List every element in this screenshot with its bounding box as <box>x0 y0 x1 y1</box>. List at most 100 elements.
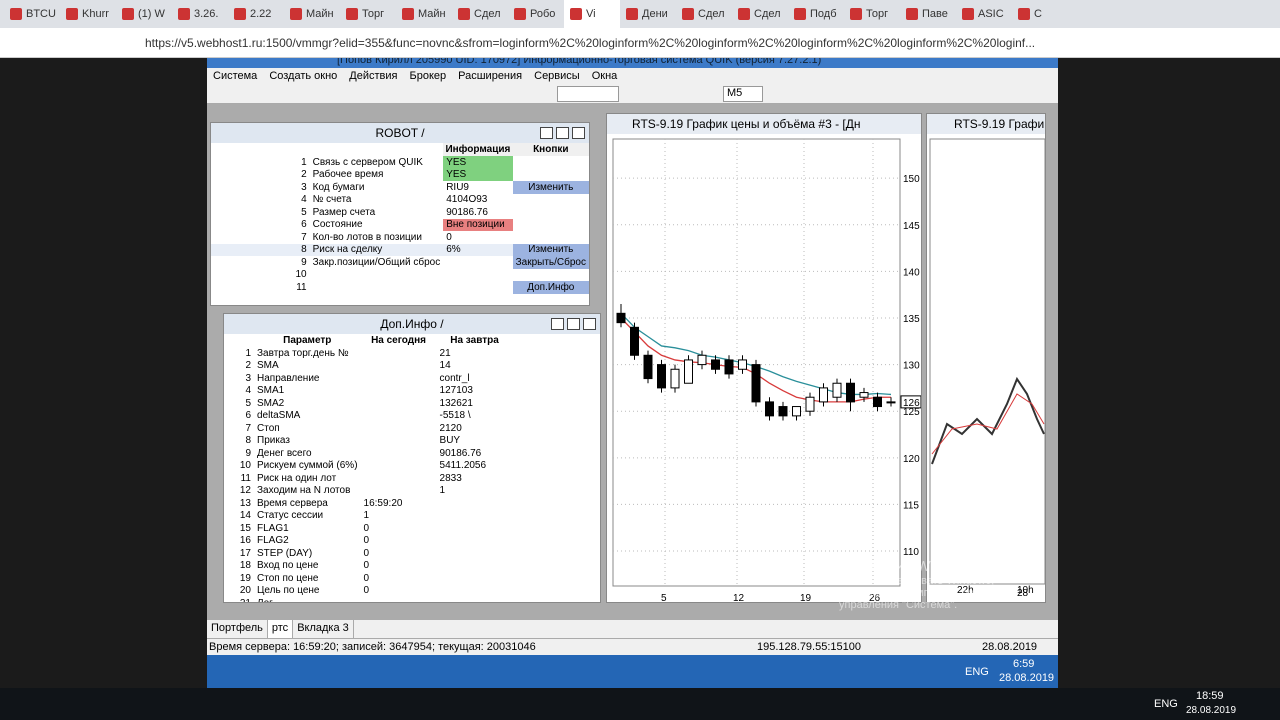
row: 21Лог <box>224 597 513 602</box>
cell <box>437 497 513 510</box>
cell <box>361 360 437 373</box>
candle-body <box>751 364 761 403</box>
browser-tab[interactable]: Торг <box>844 0 900 28</box>
row: 17 STEP (DAY) 0 <box>224 547 513 560</box>
window-title: ROBOT / <box>211 123 589 143</box>
cell <box>437 510 513 523</box>
button <box>513 219 589 232</box>
cell: Цель по цене <box>257 585 320 597</box>
browser-tab[interactable]: Паве <box>900 0 956 28</box>
browser-tab[interactable]: (1) W <box>116 0 172 28</box>
row: 11 Доп.Инфо <box>211 281 589 294</box>
candle-body <box>778 406 788 417</box>
browser-tab[interactable]: 2.22 <box>228 0 284 28</box>
menu-item[interactable]: Окна <box>591 70 618 82</box>
row: 16 FLAG2 0 <box>224 535 513 548</box>
y-tick-label: 140 <box>903 267 920 278</box>
candle-body <box>792 406 801 417</box>
interval-select[interactable]: M5 <box>723 86 763 102</box>
candle-body <box>697 354 707 366</box>
browser-tab[interactable]: Торг <box>340 0 396 28</box>
cell <box>361 597 437 602</box>
browser-tab[interactable]: Vi <box>564 0 620 28</box>
row: 3 Направление contr_l <box>224 372 513 385</box>
label: № счета <box>312 194 352 206</box>
browser-tab[interactable]: С <box>1012 0 1068 28</box>
info: Вне позиции <box>443 218 513 231</box>
browser-tab[interactable]: ASIC <box>956 0 1012 28</box>
menu-item[interactable]: Брокер <box>409 70 447 82</box>
row: 6 deltaSMA -5518 \ <box>224 410 513 423</box>
y-tick-label: 130 <box>903 361 920 372</box>
candle-body <box>819 387 828 403</box>
cell <box>361 385 437 398</box>
row: 1 Связь с сервером QUIK YES <box>211 156 589 169</box>
row: 2 Рабочее время YES <box>211 168 589 182</box>
cell: 2 <box>245 360 251 372</box>
browser-tab[interactable]: Сдел <box>452 0 508 28</box>
quik-tab[interactable]: Портфель <box>207 620 268 638</box>
browser-tab[interactable]: Khurr <box>60 0 116 28</box>
browser-tabs: BTCU Khurr (1) W 3.26. 2.22 Майн Торг Майн Сдел Р… <box>0 0 1280 28</box>
row: 14 Статус сессии 1 <box>224 510 513 523</box>
y-tick-label: 145 <box>903 221 920 232</box>
row-number: 5 <box>301 206 307 218</box>
quik-tabs: Портфель ртс Вкладка 3 <box>207 620 1058 638</box>
candle-body <box>643 354 653 380</box>
search-box[interactable] <box>557 86 619 102</box>
row-number: 3 <box>301 181 307 193</box>
browser-tab[interactable]: Подб <box>788 0 844 28</box>
info <box>443 269 512 282</box>
cell: 9 <box>245 447 251 459</box>
cell <box>361 460 437 473</box>
browser-tab[interactable]: 3.26. <box>172 0 228 28</box>
candle-body <box>765 401 774 417</box>
cell: SMA <box>257 360 279 372</box>
header: На сегодня <box>371 335 426 346</box>
button <box>513 169 589 182</box>
button <box>513 269 589 282</box>
header: Кнопки <box>512 143 589 156</box>
button[interactable]: Закрыть/Сброс <box>512 256 589 269</box>
button[interactable]: Изменить <box>512 181 589 194</box>
row: 7 Стоп 2120 <box>224 422 513 435</box>
info: RIU9 <box>446 181 469 193</box>
menu-item[interactable]: Расширения <box>458 70 523 82</box>
button[interactable]: Изменить <box>512 243 589 256</box>
browser-tab[interactable]: Дени <box>620 0 676 28</box>
button[interactable]: Доп.Инфо <box>512 281 589 294</box>
cell <box>361 372 437 385</box>
cell <box>361 410 437 423</box>
menu-item[interactable]: Действия <box>349 70 398 82</box>
quik-tab[interactable]: ртс <box>267 620 294 638</box>
browser-tab[interactable]: Майн <box>284 0 340 28</box>
cell: 2120 <box>439 422 462 434</box>
row: 19 Стоп по цене 0 <box>224 572 513 585</box>
browser-tab[interactable]: BTCU <box>4 0 60 28</box>
window-title: Доп.Инфо / <box>224 314 600 334</box>
row: 13 Время сервера 16:59:20 <box>224 497 513 510</box>
quik-tab[interactable]: Вкладка 3 <box>293 620 354 638</box>
cell: STEP (DAY) <box>257 547 313 559</box>
browser-tab[interactable]: Сдел <box>732 0 788 28</box>
y-tick-label: 135 <box>903 314 920 325</box>
menu-item[interactable]: Создать окно <box>269 70 338 82</box>
cell: Стоп по цене <box>257 572 319 584</box>
button <box>513 231 589 244</box>
cell: 1 <box>363 510 370 522</box>
row-number: 6 <box>301 219 307 231</box>
url[interactable]: https://v5.webhost1.ru:1500/vmmgr?elid=3… <box>145 36 1036 50</box>
menu-item[interactable]: Система <box>213 70 258 82</box>
menu-item[interactable]: Сервисы <box>534 70 580 82</box>
button <box>513 206 589 219</box>
header: Параметр <box>283 335 332 346</box>
cell: FLAG2 <box>257 535 289 547</box>
browser-tab[interactable]: Робо <box>508 0 564 28</box>
cell <box>437 560 513 573</box>
browser-tab[interactable]: Майн <box>396 0 452 28</box>
row: 7 Кол-во лотов в позиции 0 <box>211 231 589 244</box>
browser-tab[interactable]: Сдел <box>676 0 732 28</box>
cell: 90186.76 <box>439 447 482 459</box>
cell: 5411.2056 <box>439 460 487 472</box>
cell: 12 <box>239 485 251 497</box>
